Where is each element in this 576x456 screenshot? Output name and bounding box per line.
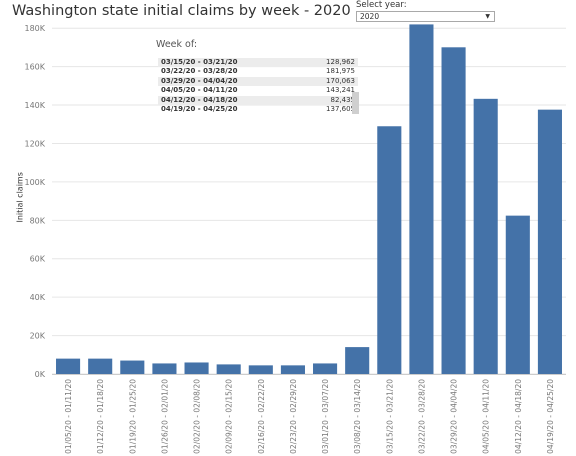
- y-tick-label: 140K: [24, 101, 45, 110]
- bar: [280, 365, 305, 374]
- x-tick-label: 01/05/20 - 01/11/20: [64, 379, 73, 454]
- bar: [505, 215, 530, 374]
- tooltip-row: 04/12/20 - 04/18/20 82,435: [158, 95, 358, 106]
- bar: [409, 24, 434, 375]
- x-tick-label: 04/19/20 - 04/25/20: [546, 379, 555, 454]
- tooltip-week: 04/12/20 - 04/18/20: [161, 95, 238, 104]
- y-tick-label: 120K: [24, 139, 45, 148]
- y-tick-label: 80K: [30, 216, 46, 225]
- x-tick-label: 01/26/20 - 02/01/20: [160, 379, 169, 454]
- x-tick-label: 02/16/20 - 02/22/20: [257, 379, 266, 454]
- y-tick-label: 20K: [30, 332, 46, 341]
- x-tick-label: 04/05/20 - 04/11/20: [482, 379, 491, 454]
- tooltip-row: 03/29/20 - 04/04/20 170,063: [158, 76, 358, 87]
- tooltip-week: 03/22/20 - 03/28/20: [161, 67, 238, 76]
- y-tick-label: 60K: [30, 255, 46, 264]
- x-tick-label: 03/15/20 - 03/21/20: [385, 379, 394, 454]
- bar: [216, 364, 241, 374]
- bar: [441, 47, 466, 375]
- x-tick-label: 03/22/20 - 03/28/20: [417, 379, 426, 454]
- y-tick-label: 100K: [24, 178, 45, 187]
- tooltip-header: Week of:: [156, 39, 198, 50]
- y-tick-label: 180K: [24, 24, 45, 33]
- year-select-dropdown[interactable]: 2020 ▼: [356, 11, 495, 22]
- x-tick-label: 03/29/20 - 04/04/20: [450, 379, 459, 454]
- tooltip-row: 03/15/20 - 03/21/20 128,962: [158, 58, 358, 68]
- tooltip-week: 03/15/20 - 03/21/20: [161, 58, 238, 66]
- tooltip-row: 04/19/20 - 04/25/20 137,605: [158, 105, 358, 114]
- bar: [88, 358, 113, 374]
- tooltip-scrollbar[interactable]: [352, 92, 359, 114]
- y-tick-label: 160K: [24, 63, 45, 72]
- tooltip-table: 03/15/20 - 03/21/20 128,962 03/22/20 - 03…: [158, 58, 358, 114]
- bar: [345, 347, 370, 374]
- x-tick-label: 02/09/20 - 02/15/20: [225, 379, 234, 454]
- bar: [152, 363, 177, 374]
- bar: [377, 126, 402, 375]
- tooltip-week: 04/05/20 - 04/11/20: [161, 86, 238, 95]
- tooltip-row: 03/22/20 - 03/28/20 181,975: [158, 67, 358, 76]
- bar: [248, 365, 273, 374]
- y-tick-label: 0K: [35, 370, 46, 379]
- x-tick-label: 01/19/20 - 01/25/20: [128, 379, 137, 454]
- x-tick-label: 04/12/20 - 04/18/20: [514, 379, 523, 454]
- x-tick-label: 03/08/20 - 03/14/20: [353, 379, 362, 454]
- bar: [56, 358, 81, 374]
- x-tick-label: 03/01/20 - 03/07/20: [321, 379, 330, 454]
- tooltip-week: 03/29/20 - 04/04/20: [161, 76, 238, 85]
- chart-title: Washington state initial claims by week …: [12, 3, 351, 19]
- tooltip-value: 170,063: [326, 76, 355, 85]
- tooltip-row: 04/05/20 - 04/11/20 143,241: [158, 86, 358, 95]
- chevron-down-icon: ▼: [485, 13, 490, 20]
- tooltip-value: 128,962: [326, 58, 355, 66]
- bar: [313, 363, 338, 374]
- bar: [537, 109, 562, 374]
- tooltip-week: 04/19/20 - 04/25/20: [161, 105, 238, 114]
- year-select-value: 2020: [360, 12, 380, 21]
- tooltip-value: 82,435: [330, 95, 356, 104]
- x-tick-label: 01/12/20 - 01/18/20: [96, 379, 105, 454]
- bar: [473, 98, 498, 374]
- x-tick-label: 02/23/20 - 02/29/20: [289, 379, 298, 454]
- tooltip-value: 137,605: [326, 105, 355, 114]
- tooltip-value: 143,241: [326, 86, 355, 95]
- tooltip-value: 181,975: [326, 67, 355, 76]
- bar: [184, 362, 209, 374]
- year-select-label: Select year:: [356, 0, 407, 10]
- y-tick-label: 40K: [30, 293, 46, 302]
- bar: [120, 360, 145, 374]
- x-tick-label: 02/02/20 - 02/08/20: [193, 379, 202, 454]
